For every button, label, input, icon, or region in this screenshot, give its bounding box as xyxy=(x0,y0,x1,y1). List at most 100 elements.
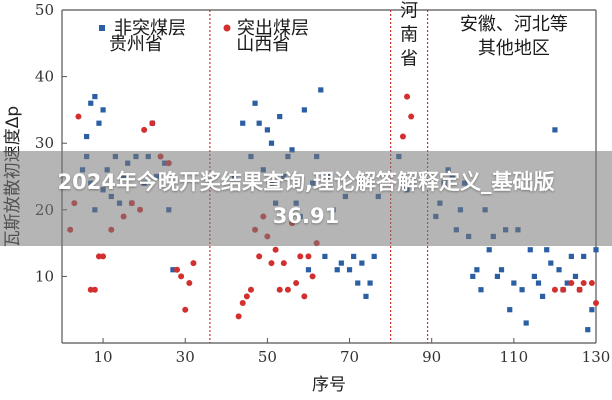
point-non-outburst xyxy=(240,120,246,126)
legend-marker-circle xyxy=(223,24,231,32)
point-non-outburst xyxy=(589,307,595,313)
x-tick-label: 70 xyxy=(340,348,359,366)
point-outburst xyxy=(399,133,406,140)
point-non-outburst xyxy=(100,107,106,113)
legend-label-outburst: 突出煤层 xyxy=(237,18,309,39)
point-non-outburst xyxy=(507,307,513,313)
point-outburst xyxy=(95,253,102,260)
point-non-outburst xyxy=(585,327,591,333)
point-non-outburst xyxy=(523,320,529,326)
point-non-outburst xyxy=(277,113,283,120)
point-non-outburst xyxy=(519,287,525,293)
point-outburst xyxy=(235,313,242,320)
legend-label-non-outburst: 非突煤层 xyxy=(114,18,186,39)
point-outburst xyxy=(141,126,148,133)
point-non-outburst xyxy=(568,253,574,260)
point-non-outburst xyxy=(535,280,542,286)
x-axis-label: 序号 xyxy=(312,375,346,395)
point-outburst xyxy=(247,286,254,293)
region-label: 山西省 xyxy=(236,34,290,55)
point-non-outburst xyxy=(96,120,102,126)
point-non-outburst xyxy=(478,287,484,293)
point-outburst xyxy=(239,300,246,307)
point-outburst xyxy=(186,280,193,287)
point-non-outburst xyxy=(301,107,307,113)
point-non-outburst xyxy=(289,147,295,153)
point-non-outburst xyxy=(338,260,344,266)
point-outburst xyxy=(100,253,107,260)
point-outburst xyxy=(91,286,98,293)
point-outburst xyxy=(256,253,263,260)
point-non-outburst xyxy=(581,253,587,260)
point-outburst xyxy=(243,293,250,300)
point-outburst xyxy=(593,300,599,307)
point-non-outburst xyxy=(346,267,353,273)
point-non-outburst xyxy=(527,247,533,253)
point-outburst xyxy=(297,253,304,260)
banner-title: 2024年今晚开奖结果查询,理论解答解释定义_基础版36.91 xyxy=(57,169,555,228)
point-outburst xyxy=(404,93,411,100)
point-non-outburst xyxy=(351,253,357,260)
point-outburst xyxy=(301,293,308,300)
point-non-outburst xyxy=(498,267,505,273)
point-non-outburst xyxy=(544,247,550,253)
point-outburst xyxy=(174,266,181,273)
point-non-outburst xyxy=(264,127,270,133)
point-non-outburst xyxy=(256,120,262,126)
point-outburst xyxy=(272,246,279,253)
overlay-banner: 2024年今晚开奖结果查询,理论解答解释定义_基础版36.91 xyxy=(0,151,612,246)
point-outburst xyxy=(75,113,82,120)
region-dividers xyxy=(209,10,429,343)
point-non-outburst xyxy=(322,253,328,260)
point-outburst xyxy=(190,260,197,267)
y-tick-label: 30 xyxy=(35,134,54,152)
region-label: 其他地区 xyxy=(478,38,550,59)
point-outburst xyxy=(178,273,185,280)
region-label: 贵州省 xyxy=(109,34,163,55)
point-outburst xyxy=(576,286,583,293)
point-outburst xyxy=(182,306,189,313)
chart-legend: 非突煤层 突出煤层 xyxy=(99,18,309,39)
point-non-outburst xyxy=(552,127,558,133)
point-outburst xyxy=(408,113,415,120)
legend-marker-square xyxy=(99,25,105,31)
point-non-outburst xyxy=(572,273,579,279)
y-tick-label: 50 xyxy=(35,1,54,19)
point-non-outburst xyxy=(318,87,324,93)
x-tick-label: 90 xyxy=(422,348,441,366)
point-non-outburst xyxy=(556,267,562,273)
region-label: 河 xyxy=(400,1,418,22)
point-non-outburst xyxy=(92,93,98,100)
point-non-outburst xyxy=(367,280,373,286)
point-outburst xyxy=(551,286,558,293)
point-non-outburst xyxy=(88,100,94,106)
x-tick-label: 30 xyxy=(176,348,195,366)
point-non-outburst xyxy=(548,260,554,266)
point-outburst xyxy=(280,260,287,267)
point-non-outburst xyxy=(486,247,492,253)
point-non-outburst xyxy=(334,267,340,273)
x-tick-label: 130 xyxy=(582,348,611,366)
point-non-outburst xyxy=(593,247,599,253)
point-non-outburst xyxy=(531,273,537,279)
point-non-outburst xyxy=(252,100,258,106)
region-label: 省 xyxy=(400,49,418,70)
point-outburst xyxy=(284,286,291,293)
region-label: 南 xyxy=(400,25,418,46)
point-outburst xyxy=(309,273,316,280)
point-outburst xyxy=(268,260,275,267)
point-non-outburst xyxy=(359,260,365,266)
region-label: 安徽、河北等 xyxy=(460,14,568,35)
point-non-outburst xyxy=(494,273,501,279)
point-non-outburst xyxy=(564,280,570,286)
point-non-outburst xyxy=(170,267,176,273)
x-tick-label: 10 xyxy=(94,348,113,366)
point-outburst xyxy=(580,280,587,287)
point-outburst xyxy=(149,120,156,127)
point-non-outburst xyxy=(511,280,517,286)
point-outburst xyxy=(560,286,567,293)
point-non-outburst xyxy=(305,267,312,273)
point-non-outburst xyxy=(84,133,90,140)
point-outburst xyxy=(305,253,312,260)
